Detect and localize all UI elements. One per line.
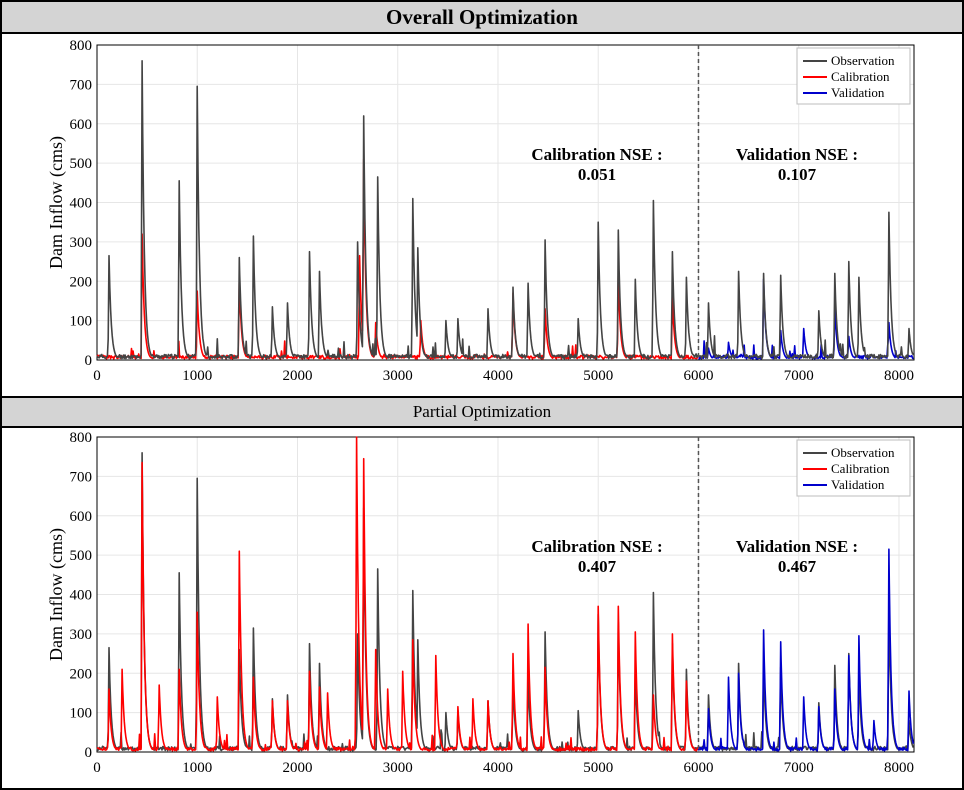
series-line-observation	[96, 60, 914, 360]
series-line-validation	[698, 278, 914, 360]
y-tick-label: 400	[70, 196, 93, 212]
x-tick-label: 8000	[884, 368, 914, 384]
series-line-validation	[697, 548, 915, 752]
x-tick-label: 5000	[583, 760, 613, 776]
nse-label: Validation NSE :	[736, 145, 858, 164]
y-tick-label: 300	[70, 627, 93, 643]
x-tick-label: 7000	[784, 368, 814, 384]
y-tick-label: 0	[85, 745, 93, 761]
legend-entry: Validation	[831, 477, 885, 492]
legend-entry: Validation	[831, 85, 885, 100]
y-tick-label: 600	[70, 509, 93, 525]
y-tick-label: 0	[85, 353, 93, 369]
x-tick-label: 2000	[282, 368, 312, 384]
legend-entry: Calibration	[831, 69, 890, 84]
x-tick-label: 7000	[784, 760, 814, 776]
chart-overall-optimization: 0 1000 2000 3000 4000 5000 6000 7000 8000 0 100 200…	[46, 38, 915, 384]
y-tick-label: 800	[70, 38, 93, 54]
x-tick-label: 0	[93, 760, 101, 776]
y-tick-label: 500	[70, 548, 93, 564]
y-tick-label: 100	[70, 706, 93, 722]
y-tick-label: 500	[70, 156, 93, 172]
series-line-calibration	[96, 436, 700, 752]
panel-title-partial: Partial Optimization	[2, 396, 962, 428]
panel-title-overall: Overall Optimization	[2, 2, 962, 34]
legend-entry: Observation	[831, 445, 895, 460]
y-tick-label: 800	[70, 430, 93, 446]
y-tick-label: 100	[70, 314, 93, 330]
nse-value: 0.107	[778, 165, 817, 184]
x-tick-label: 1000	[182, 760, 212, 776]
x-tick-label: 3000	[383, 760, 413, 776]
x-tick-label: 6000	[683, 760, 713, 776]
legend-entry: Observation	[831, 53, 895, 68]
x-tick-label: 5000	[583, 368, 613, 384]
nse-label: Calibration NSE :	[531, 537, 662, 556]
x-tick-label: 6000	[683, 368, 713, 384]
plot-area	[96, 44, 915, 361]
x-tick-label: 4000	[483, 760, 513, 776]
nse-value: 0.467	[778, 557, 817, 576]
y-tick-label: 200	[70, 666, 93, 682]
y-tick-label: 400	[70, 588, 93, 604]
nse-label: Validation NSE :	[736, 537, 858, 556]
y-tick-label: 700	[70, 77, 93, 93]
y-tick-label: 300	[70, 235, 93, 251]
legend-entry: Calibration	[831, 461, 890, 476]
y-tick-label: 700	[70, 469, 93, 485]
x-tick-label: 2000	[282, 760, 312, 776]
x-tick-label: 1000	[182, 368, 212, 384]
x-tick-label: 8000	[884, 760, 914, 776]
x-tick-label: 0	[93, 368, 101, 384]
nse-label: Calibration NSE :	[531, 145, 662, 164]
x-tick-label: 4000	[483, 368, 513, 384]
series-line-observation	[96, 452, 915, 752]
y-tick-label: 200	[70, 274, 93, 290]
y-axis-label: Dam Inflow (cms)	[46, 528, 67, 661]
chart-partial-optimization: 0 1000 2000 3000 4000 5000 6000 7000 8000 0 100 200…	[46, 430, 915, 776]
y-tick-label: 600	[70, 117, 93, 133]
nse-value: 0.407	[578, 557, 617, 576]
nse-value: 0.051	[578, 165, 616, 184]
plot-area	[96, 436, 915, 753]
y-axis-label: Dam Inflow (cms)	[46, 136, 67, 269]
x-tick-label: 3000	[383, 368, 413, 384]
